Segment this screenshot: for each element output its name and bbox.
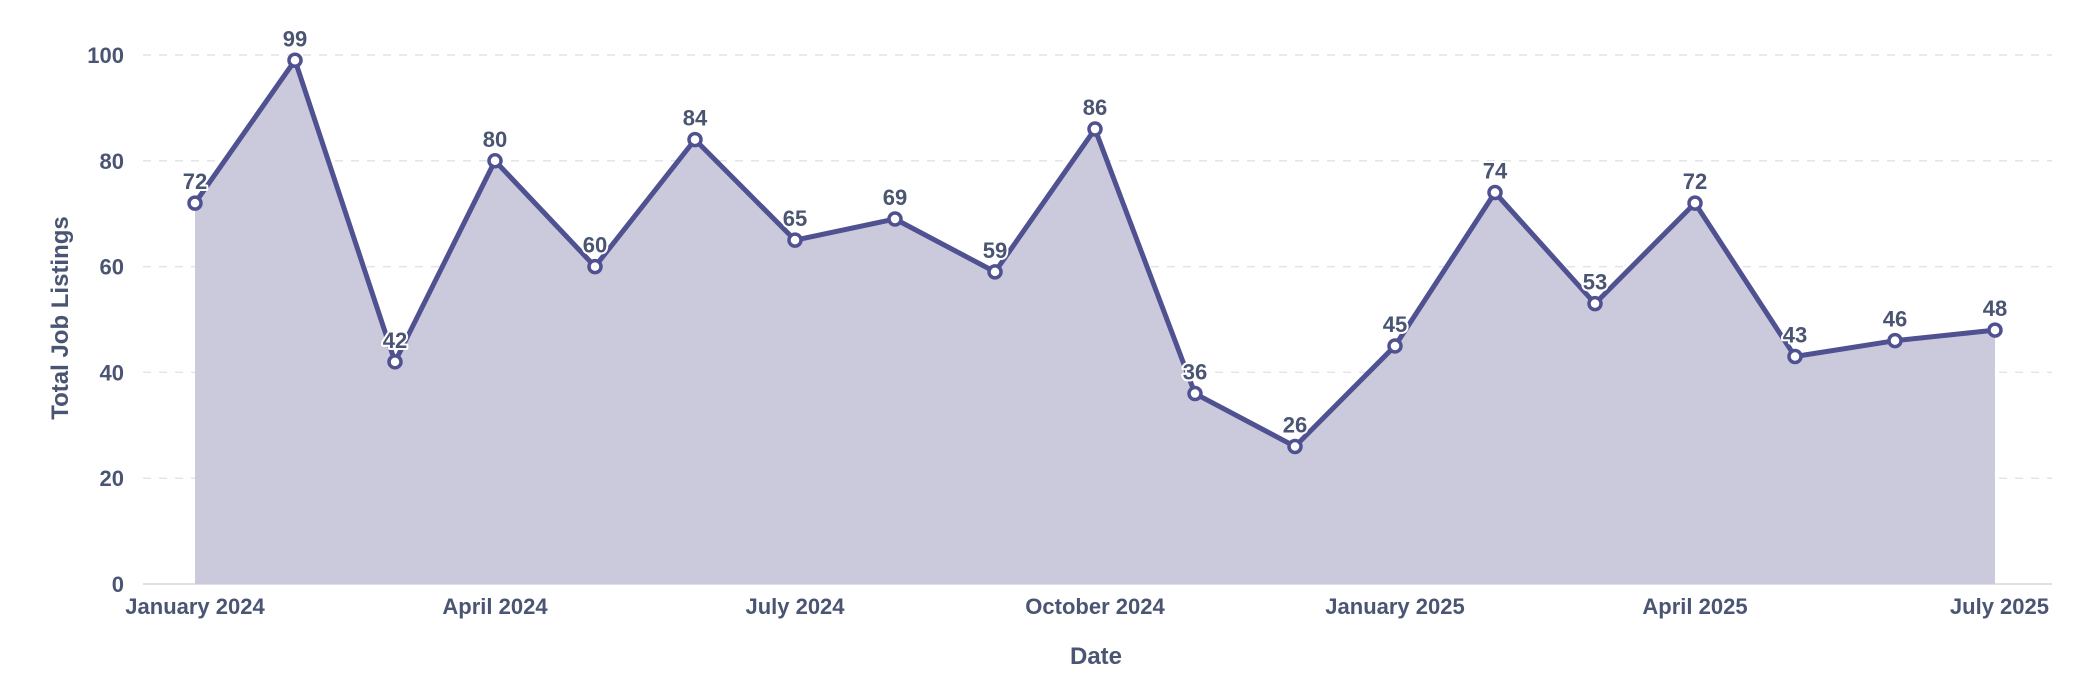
- data-point: [1287, 438, 1303, 455]
- data-label: 59: [983, 238, 1007, 263]
- x-tick-label: October 2024: [1025, 594, 1165, 619]
- data-label: 86: [1083, 95, 1107, 120]
- data-label: 53: [1583, 270, 1607, 295]
- y-axis-title: Total Job Listings: [47, 216, 74, 420]
- data-point: [1887, 332, 1903, 349]
- data-label: 45: [1383, 312, 1407, 337]
- x-tick-label: April 2025: [1642, 594, 1747, 619]
- data-label: 26: [1283, 412, 1307, 437]
- data-label: 72: [183, 169, 207, 194]
- area-fill-group: [195, 60, 1995, 585]
- data-point: [887, 211, 903, 227]
- data-point: [1187, 385, 1203, 402]
- data-point: [1387, 338, 1403, 354]
- data-labels: 72 99 42 80 60 84 65 69 59 86 36 26 45 74 53 72 43 46 48: [181, 24, 2009, 439]
- data-label: 46: [1883, 307, 1907, 332]
- x-tick-label: January 2024: [125, 594, 265, 619]
- x-tick-label: April 2024: [442, 594, 548, 619]
- y-tick-label: 60: [100, 255, 124, 280]
- data-label: 72: [1683, 169, 1707, 194]
- data-label: 74: [1483, 159, 1508, 184]
- data-point: [987, 264, 1003, 280]
- data-point: [587, 258, 603, 275]
- data-label: 48: [1983, 296, 2007, 321]
- x-tick-label: January 2025: [1325, 594, 1464, 619]
- data-point: [387, 354, 403, 370]
- data-points: [187, 52, 2003, 455]
- data-point: [1487, 184, 1503, 201]
- x-tick-label: July 2025: [1950, 594, 2049, 619]
- data-point: [1687, 195, 1703, 211]
- data-label: 84: [683, 106, 708, 131]
- data-point: [187, 195, 203, 211]
- data-point: [1587, 295, 1603, 312]
- x-axis-title: Date: [1070, 643, 1122, 670]
- data-point: [287, 52, 303, 69]
- data-label: 43: [1783, 323, 1807, 348]
- data-point: [1087, 121, 1103, 137]
- y-tick-label: 40: [100, 360, 124, 385]
- data-label: 99: [283, 26, 307, 51]
- data-label: 36: [1183, 360, 1207, 385]
- y-tick-label: 80: [100, 149, 124, 174]
- data-point: [1787, 348, 1803, 365]
- data-point: [687, 131, 703, 148]
- data-label: 69: [883, 185, 907, 210]
- y-tick-label: 100: [87, 43, 124, 68]
- data-label: 80: [483, 127, 507, 152]
- y-tick-label: 0: [112, 572, 124, 597]
- area-fill: [195, 60, 1995, 585]
- y-tick-label: 20: [100, 466, 124, 491]
- data-point: [1987, 322, 2003, 338]
- data-label: 60: [583, 233, 607, 258]
- y-axis: 0 20 40 60 80 100: [87, 43, 124, 597]
- x-tick-label: July 2024: [745, 594, 845, 619]
- data-label: 42: [383, 328, 407, 353]
- data-point: [787, 232, 803, 248]
- x-axis: January 2024 April 2024 July 2024 October 2…: [125, 594, 2049, 619]
- data-point: [487, 153, 503, 169]
- data-label: 65: [783, 206, 807, 231]
